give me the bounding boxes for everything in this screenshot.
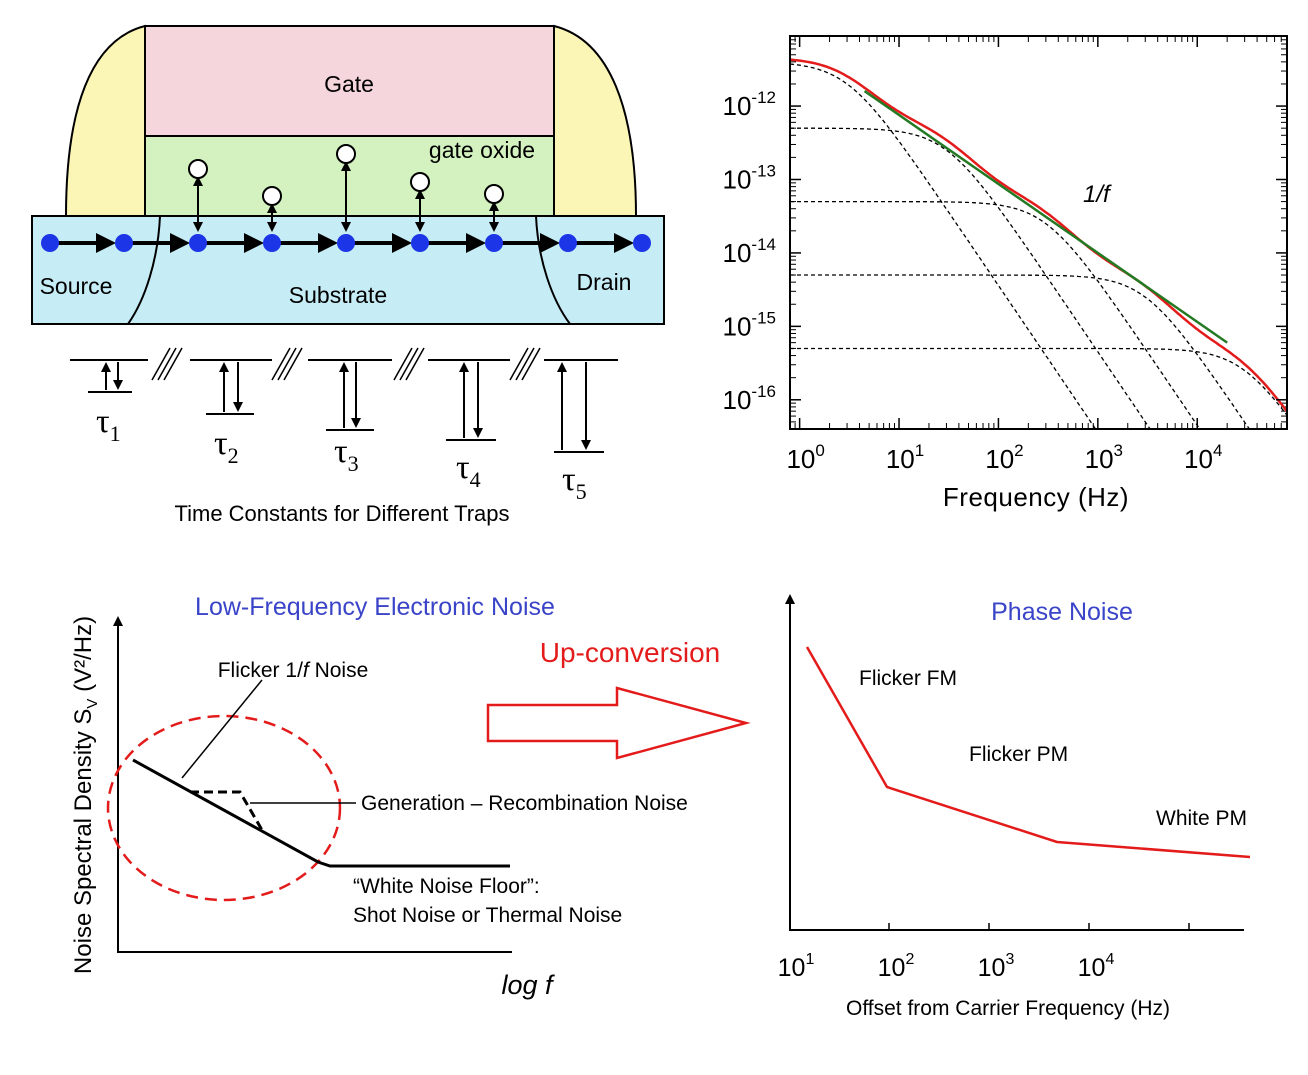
x-tick-label: 104: [1078, 951, 1115, 982]
x-axis-label: log f: [501, 970, 555, 1000]
source-label: Source: [40, 273, 113, 299]
lorentzian-components: [790, 63, 1287, 429]
oxide-traps: [188, 144, 504, 232]
break-mark: [151, 347, 183, 381]
up-conversion-arrow: [486, 686, 751, 760]
trap: [336, 144, 356, 164]
lorentzian-curve: [790, 347, 1287, 416]
tau-4: τ4: [456, 449, 481, 492]
right-spacer: [553, 24, 638, 217]
electron-chain: [41, 233, 651, 253]
lorentzian-curve: [790, 63, 1097, 429]
up-conversion-label: Up-conversion: [540, 637, 721, 668]
y-axis-label: Noise Spectral Density SV (V²/Hz): [70, 616, 101, 974]
flicker-region-ellipse: [106, 714, 342, 902]
x-tick-label: 103: [978, 951, 1015, 982]
trap: [262, 186, 282, 206]
x-tick-label: 104: [1184, 441, 1222, 474]
one-over-f-label: 1/f: [1083, 181, 1112, 208]
y-tick-label: 10-15: [723, 308, 777, 341]
minor-ticks: [789, 35, 1288, 430]
pn-title: Phase Noise: [991, 598, 1133, 626]
region-flicker-fm: Flicker FM: [859, 667, 957, 690]
oxide-label: gate oxide: [429, 137, 535, 163]
break-mark: [271, 347, 303, 381]
white-floor-label: “White Noise Floor”:: [353, 875, 540, 898]
drain-label: Drain: [577, 269, 632, 295]
lorentzian-curve: [790, 274, 1251, 429]
x-axis-label: Offset from Carrier Frequency (Hz): [846, 997, 1170, 1020]
substrate-label: Substrate: [289, 282, 387, 308]
spectrum-chart: 100 101 102 103 104 10-12 10-13 10-14 10…: [723, 35, 1288, 512]
noise-spectrum-line: [132, 758, 510, 868]
mosfet-diagram: Gate gate oxide Source Drain Substrate: [31, 24, 665, 526]
gr-label: Generation – Recombination Noise: [361, 792, 688, 815]
break-mark: [393, 347, 425, 381]
electron: [189, 234, 207, 252]
electron: [485, 234, 503, 252]
y-tick-label: 10-12: [723, 88, 777, 121]
x-tick-label: 100: [786, 441, 824, 474]
flicker-label: Flicker 1/f Noise: [218, 659, 369, 682]
electron: [411, 234, 429, 252]
x-axis-label: Frequency (Hz): [943, 482, 1129, 512]
y-tick-label: 10-13: [723, 161, 777, 194]
x-tick-label: 102: [985, 441, 1023, 474]
y-tick-label: 10-14: [723, 235, 777, 268]
electron: [633, 234, 651, 252]
trap-caption: Time Constants for Different Traps: [174, 501, 509, 526]
y-tick-label: 10-16: [723, 382, 777, 415]
gate-label: Gate: [324, 71, 374, 97]
trap: [484, 184, 504, 204]
major-ticks: [790, 36, 1287, 429]
electron: [263, 234, 281, 252]
lf-title: Low-Frequency Electronic Noise: [195, 593, 555, 621]
region-white-pm: White PM: [1156, 807, 1247, 830]
x-tick-label: 103: [1085, 441, 1123, 474]
x-tick-label: 101: [886, 441, 924, 474]
gr-bump: [190, 790, 264, 831]
electron: [559, 234, 577, 252]
electron: [337, 234, 355, 252]
tau-5: τ5: [562, 461, 587, 504]
left-spacer: [64, 24, 146, 217]
tau-3: τ3: [334, 433, 359, 476]
low-frequency-noise-sketch: Low-Frequency Electronic Noise Noise Spe…: [70, 593, 688, 1000]
up-conversion: Up-conversion: [486, 637, 751, 760]
tau-1: τ1: [96, 403, 121, 446]
break-mark: [509, 347, 541, 381]
phase-noise-curve: [805, 646, 1251, 859]
white-floor-sublabel: Shot Noise or Thermal Noise: [353, 904, 622, 927]
phase-noise-sketch: Phase Noise 101 102 103 104 Offset from …: [778, 594, 1251, 1020]
trap: [410, 172, 430, 192]
electron: [115, 234, 133, 252]
lorentzian-curve: [790, 127, 1151, 429]
flicker-leader: [181, 679, 263, 779]
x-tick-label: 102: [878, 951, 915, 982]
trap: [188, 159, 208, 179]
one-over-f-reference-line: [863, 90, 1228, 344]
x-tick-label: 101: [778, 951, 815, 982]
tau-2: τ2: [214, 425, 239, 468]
region-flicker-pm: Flicker PM: [969, 743, 1068, 766]
electron: [41, 234, 59, 252]
trap-time-constants: τ1 τ2 τ3 τ4 τ5: [70, 347, 618, 504]
plot-frame: [789, 35, 1288, 430]
total-noise-curve: [790, 58, 1287, 413]
